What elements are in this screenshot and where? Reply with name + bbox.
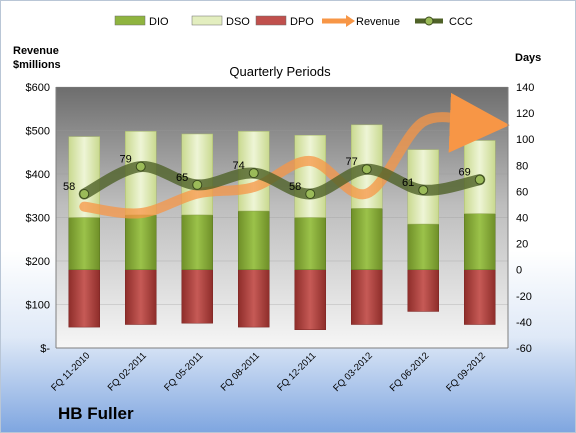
- ccc-point: [135, 161, 146, 172]
- bar-dio: [464, 213, 496, 270]
- bar-dpo: [238, 269, 270, 328]
- ccc-point: [248, 168, 259, 179]
- legend-swatch-dio-icon: [114, 15, 146, 26]
- bar-dpo: [407, 269, 439, 312]
- bar-dpo: [181, 269, 213, 324]
- right-tick-label: -20: [516, 291, 532, 303]
- bar-dio: [125, 214, 157, 270]
- ccc-data-label: 65: [176, 172, 188, 184]
- left-tick-label: $600: [26, 82, 50, 94]
- bar-dio: [238, 210, 270, 270]
- legend-label: DPO: [290, 16, 314, 28]
- right-tick-label: -40: [516, 317, 532, 329]
- ccc-point: [305, 189, 316, 200]
- right-tick-label: -60: [516, 343, 532, 355]
- legend-label: DIO: [149, 16, 169, 28]
- right-tick-label: 120: [516, 108, 534, 120]
- ccc-point: [192, 179, 203, 190]
- left-axis-title: Revenue $millions: [13, 44, 61, 72]
- ccc-data-label: 74: [233, 160, 245, 172]
- bar-dio: [351, 208, 383, 270]
- ccc-data-label: 61: [402, 177, 414, 189]
- right-axis-title: Days: [515, 52, 542, 64]
- legend: DIO DSO DPO Revenue CCC: [114, 15, 473, 28]
- lines: 58 79 65 74 58 77 61 69: [63, 92, 510, 219]
- left-tick-label: $300: [26, 213, 50, 225]
- right-tick-label: 40: [516, 213, 528, 225]
- x-tick-label: FQ 08-2011: [219, 350, 262, 393]
- right-tick-label: 20: [516, 239, 528, 251]
- ccc-data-label: 58: [63, 181, 75, 193]
- revenue-line: [79, 92, 510, 219]
- company-name: HB Fuller: [58, 404, 134, 423]
- ccc-data-label: 58: [289, 181, 301, 193]
- left-tick-label: $100: [26, 300, 50, 312]
- bar-dso: [294, 135, 326, 218]
- x-tick-label: FQ 05-2011: [162, 350, 205, 393]
- legend-arrowhead-revenue-icon: [346, 15, 355, 27]
- legend-label: Revenue: [356, 16, 400, 28]
- bar-dio: [68, 217, 100, 270]
- right-tick-label: 0: [516, 265, 522, 277]
- left-tick-label: $500: [26, 126, 50, 138]
- legend-swatch-dpo-icon: [255, 15, 287, 26]
- left-tick-label: $-: [40, 343, 50, 355]
- bar-dpo: [125, 269, 157, 325]
- ccc-data-label: 69: [459, 167, 471, 179]
- ccc-point: [79, 189, 90, 200]
- bar-dpo: [294, 269, 326, 330]
- ccc-data-label: 79: [120, 154, 132, 166]
- x-tick-label: FQ 11-2010: [49, 350, 92, 393]
- left-axis-title-line2: $millions: [13, 59, 61, 71]
- left-axis-title-line1: Revenue: [13, 45, 59, 57]
- bar-dio: [407, 223, 439, 270]
- bar-dio: [181, 214, 213, 270]
- right-tick-label: 80: [516, 160, 528, 172]
- bar-dpo: [464, 269, 496, 325]
- ccc-point: [418, 185, 429, 196]
- right-tick-label: 60: [516, 186, 528, 198]
- chart-title: Quarterly Periods: [229, 64, 331, 79]
- x-tick-label: FQ 03-2012: [331, 350, 375, 394]
- right-tick-label: 140: [516, 82, 534, 94]
- x-tick-label: FQ 09-2012: [444, 350, 488, 394]
- bar-dpo: [351, 269, 383, 325]
- ccc-data-label: 77: [346, 156, 358, 168]
- legend-swatch-dso-icon: [191, 15, 223, 26]
- legend-marker-ccc-icon: [424, 16, 434, 26]
- right-tick-label: 100: [516, 134, 534, 146]
- ccc-point: [361, 164, 372, 175]
- x-tick-label: FQ 06-2012: [388, 350, 432, 394]
- x-tick-label: FQ 02-2011: [106, 350, 149, 393]
- ccc-point: [474, 174, 485, 185]
- left-tick-label: $200: [26, 256, 50, 268]
- left-tick-label: $400: [26, 169, 50, 181]
- legend-label: DSO: [226, 16, 250, 28]
- x-tick-label: FQ 12-2011: [275, 350, 318, 393]
- bar-dpo: [68, 269, 100, 328]
- bar-dio: [294, 217, 326, 270]
- legend-label: CCC: [449, 16, 473, 28]
